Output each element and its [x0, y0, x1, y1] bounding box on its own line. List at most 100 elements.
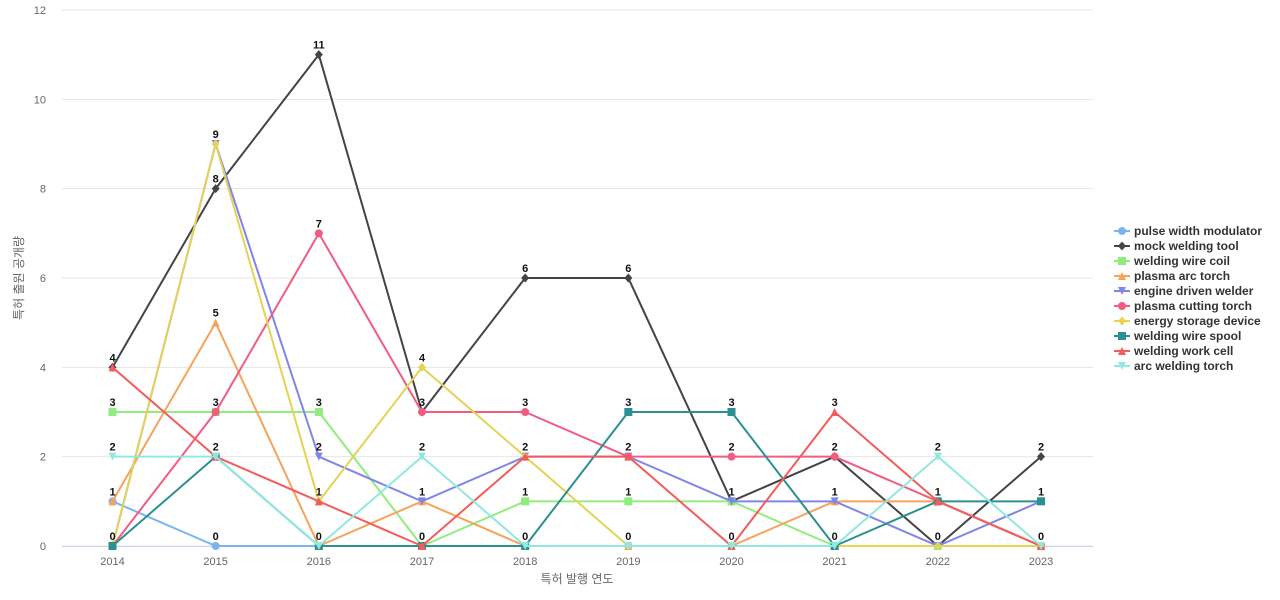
- data-point: [108, 408, 117, 416]
- legend-marker: [1118, 316, 1126, 326]
- data-label: 0: [109, 531, 115, 543]
- data-point: [624, 273, 633, 283]
- series-line: [111, 143, 1042, 547]
- legend-item[interactable]: energy storage device: [1114, 314, 1261, 328]
- data-label: 0: [316, 531, 322, 543]
- legend-item[interactable]: plasma cutting torch: [1114, 299, 1252, 313]
- data-point: [521, 497, 530, 506]
- legend-marker: [1118, 257, 1126, 265]
- legend-item[interactable]: welding work cell: [1114, 344, 1233, 358]
- data-label: 0: [1038, 531, 1044, 543]
- data-point: [830, 497, 839, 506]
- x-tick-label: 2023: [1029, 556, 1053, 568]
- data-label: 0: [728, 531, 734, 543]
- series-welding-work-cell: [108, 363, 1045, 550]
- x-axis-title: 특허 발행 연도: [541, 571, 614, 586]
- data-label: 11: [313, 40, 325, 52]
- series-welding-wire-spool: [108, 408, 1045, 550]
- x-tick-label: 2014: [100, 556, 124, 568]
- legend-label: energy storage device: [1134, 314, 1261, 328]
- data-label: 0: [419, 531, 425, 543]
- data-label: 0: [832, 531, 838, 543]
- data-label: 8: [213, 174, 219, 186]
- legend-label: welding wire coil: [1133, 254, 1230, 268]
- data-label: 2: [316, 442, 322, 454]
- y-tick-label: 10: [34, 94, 46, 106]
- data-label: 2: [109, 442, 115, 454]
- data-label: 2: [625, 442, 631, 454]
- data-point: [418, 362, 426, 372]
- data-label: 2: [832, 442, 838, 454]
- legend-item[interactable]: mock welding tool: [1114, 239, 1239, 253]
- data-label: 1: [728, 486, 734, 498]
- data-label: 0: [625, 531, 631, 543]
- data-point: [521, 452, 530, 461]
- data-label: 2: [522, 442, 528, 454]
- data-label: 2: [728, 442, 734, 454]
- data-label: 1: [522, 486, 528, 498]
- x-tick-label: 2022: [926, 556, 950, 568]
- series-line: [111, 366, 1042, 547]
- legend-item[interactable]: arc welding torch: [1114, 359, 1233, 373]
- data-label: 3: [522, 397, 528, 409]
- legend-item[interactable]: welding wire coil: [1114, 254, 1230, 268]
- series-mock-welding-tool: [108, 50, 1045, 551]
- data-point: [830, 542, 839, 550]
- data-label: 3: [728, 397, 734, 409]
- series-engine-driven-welder: [108, 140, 1045, 550]
- series-pulse-width-modulator: [108, 497, 1045, 550]
- data-label: 3: [213, 397, 219, 409]
- data-point: [727, 408, 736, 416]
- data-point: [211, 408, 220, 416]
- y-tick-label: 12: [34, 5, 46, 17]
- legend-label: arc welding torch: [1134, 359, 1233, 373]
- legend-label: welding wire spool: [1133, 329, 1241, 343]
- data-point: [314, 497, 323, 506]
- y-tick-label: 8: [40, 184, 46, 196]
- series-line: [111, 500, 1042, 547]
- data-point: [314, 229, 323, 238]
- y-tick-label: 0: [40, 541, 46, 553]
- data-point: [727, 542, 736, 550]
- legend-label: engine driven welder: [1134, 284, 1254, 298]
- legend-label: mock welding tool: [1134, 239, 1239, 253]
- data-label: 3: [109, 397, 115, 409]
- data-point: [314, 50, 323, 60]
- legend-item[interactable]: welding wire spool: [1114, 329, 1241, 343]
- series-energy-storage-device: [108, 139, 1045, 551]
- data-label: 3: [625, 397, 631, 409]
- data-point: [1037, 497, 1045, 506]
- legend-label: welding work cell: [1133, 344, 1233, 358]
- data-label: 6: [522, 263, 528, 275]
- legend-label: plasma arc torch: [1134, 269, 1230, 283]
- y-tick-label: 4: [40, 362, 46, 374]
- data-label: 4: [109, 352, 116, 364]
- data-point: [314, 452, 323, 461]
- legend-item[interactable]: pulse width modulator: [1114, 224, 1262, 238]
- data-label: 1: [1038, 486, 1044, 498]
- legend-item[interactable]: plasma arc torch: [1114, 269, 1230, 283]
- legend-marker: [1118, 332, 1126, 340]
- data-label: 4: [419, 352, 426, 364]
- series-line: [111, 232, 1042, 547]
- legend-marker: [1118, 362, 1126, 370]
- series-line: [111, 455, 1042, 547]
- legend-marker: [1118, 272, 1126, 280]
- legend-marker: [1118, 241, 1126, 251]
- data-point: [314, 408, 323, 416]
- data-label: 3: [316, 397, 322, 409]
- data-point: [108, 542, 117, 550]
- data-label: 2: [213, 442, 219, 454]
- legend-item[interactable]: engine driven welder: [1114, 284, 1254, 298]
- data-point: [830, 452, 839, 461]
- data-label: 5: [213, 308, 219, 320]
- data-point: [418, 497, 426, 506]
- data-label: 1: [109, 486, 115, 498]
- data-point: [521, 408, 530, 416]
- grid-lines: [62, 9, 1093, 547]
- data-label: 0: [213, 531, 219, 543]
- data-label: 2: [1038, 442, 1044, 454]
- data-label: 1: [935, 486, 941, 498]
- data-label: 9: [213, 129, 219, 141]
